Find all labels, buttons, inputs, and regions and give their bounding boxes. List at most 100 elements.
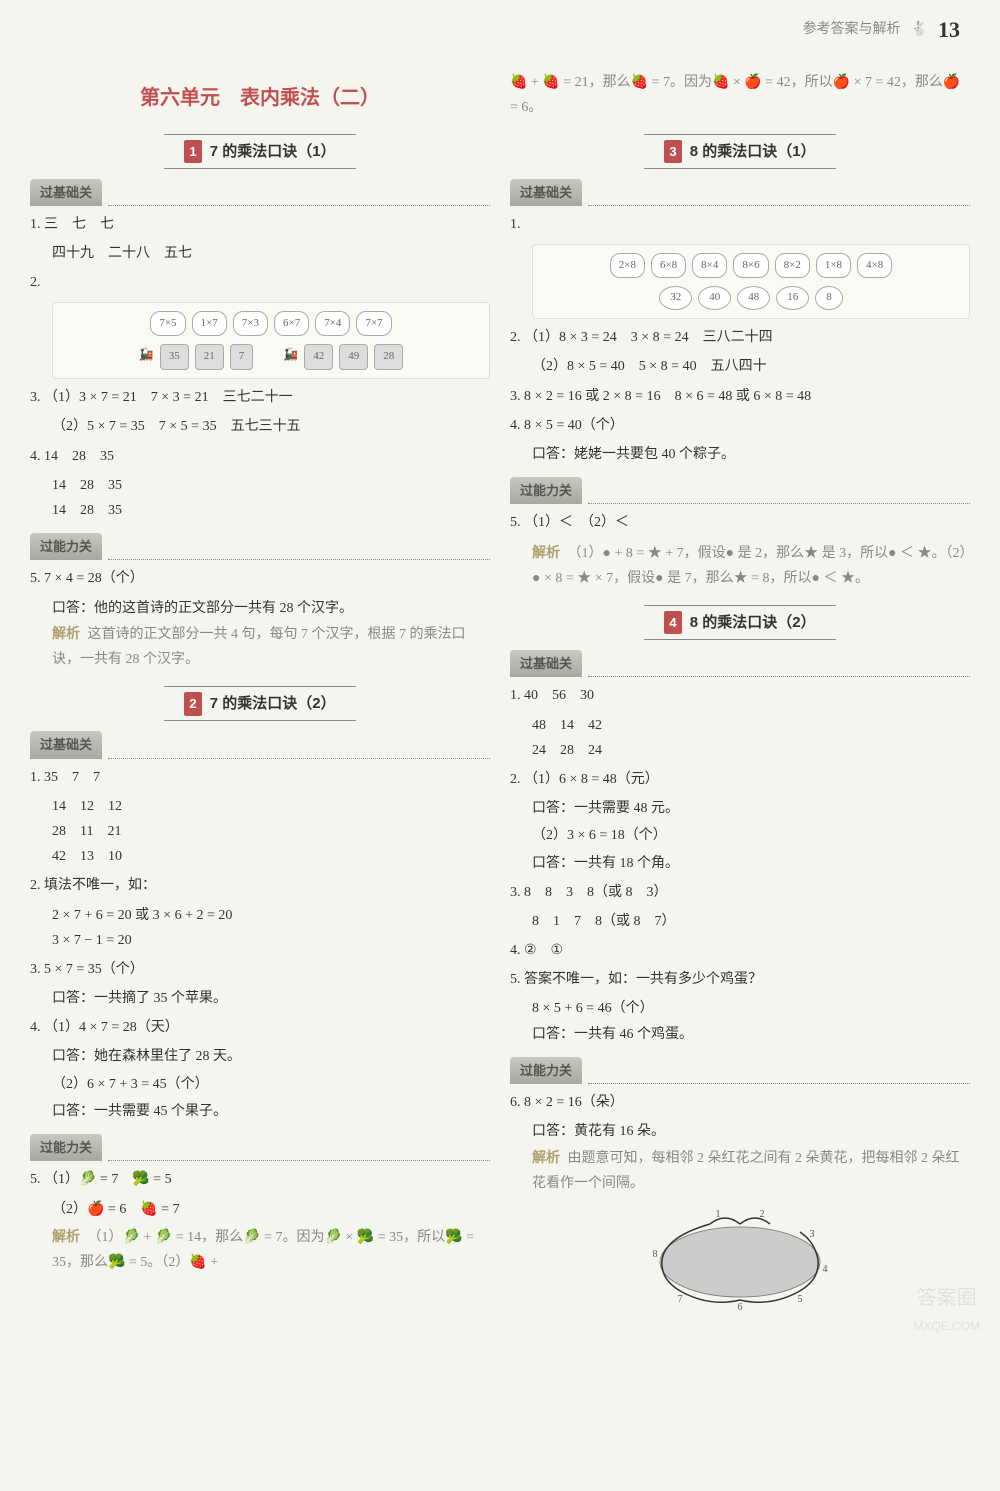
balloon: 8×2 xyxy=(775,253,810,279)
tab-basic: 过基础关 xyxy=(510,650,582,677)
s4q5a: 5. 答案不唯一，如：一共有多少个鸡蛋？ xyxy=(510,967,970,992)
s2q1d: 42 13 10 xyxy=(52,844,490,869)
dotted-rule xyxy=(588,503,970,504)
analysis-label: 解析 xyxy=(52,1228,80,1244)
s2q3: 3. 5 × 7 = 35（个） xyxy=(30,957,490,982)
tab-basic: 过基础关 xyxy=(30,731,102,758)
q5-ans: 口答：他的这首诗的正文部分一共有 28 个汉字。 xyxy=(52,596,490,621)
s2q5-note: 解析 （1）🥬 + 🥬 = 14，那么🥬 = 7。因为🥬 × 🥦 = 35，所以… xyxy=(52,1224,490,1275)
section-text: 8 的乘法口诀（2） xyxy=(690,614,816,631)
tab-ability: 过能力关 xyxy=(510,477,582,504)
s2q2b: 2 × 7 + 6 = 20 或 3 × 6 + 2 = 20 xyxy=(52,903,490,928)
carriage: 21 xyxy=(195,344,224,370)
balloon: 2×8 xyxy=(610,253,645,279)
q5-note: 解析 这首诗的正文部分一共 4 句，每句 7 个汉字，根据 7 的乘法口诀，一共… xyxy=(52,621,490,672)
q2-label: 2. xyxy=(30,270,490,295)
s4q5-ans: 口答：一共有 46 个鸡蛋。 xyxy=(532,1022,970,1047)
section-text: 7 的乘法口诀（1） xyxy=(210,143,336,160)
q4c: 14 28 35 xyxy=(52,498,490,523)
s2q4b: （2）6 × 7 + 3 = 45（个） xyxy=(52,1072,490,1097)
s2q5b: （2）🍎 = 6 🍓 = 7 xyxy=(52,1197,490,1222)
analysis-label: 解析 xyxy=(52,625,80,641)
header-icon: 🐇 xyxy=(911,17,928,42)
section-title-3: 3 8 的乘法口诀（1） xyxy=(644,134,835,169)
oval: 32 xyxy=(659,286,692,310)
s3q2b: （2）8 × 5 = 40 5 × 8 = 40 五八四十 xyxy=(532,354,970,379)
s3q5: 5. （1）＜ （2）＜ xyxy=(510,510,970,535)
s2q2a: 2. 填法不唯一，如： xyxy=(30,873,490,898)
s3q2a: 2. （1）8 × 3 = 24 3 × 8 = 24 三八二十四 xyxy=(510,325,970,350)
balloon: 8×6 xyxy=(733,253,768,279)
s4q3a: 3. 8 8 3 8（或 8 3） xyxy=(510,880,970,905)
carriage: 42 xyxy=(304,344,333,370)
balloon: 1×8 xyxy=(816,253,851,279)
flower-figure: 12 34 56 78 xyxy=(510,1202,970,1321)
balloon: 6×8 xyxy=(651,253,686,279)
oval: 16 xyxy=(776,286,809,310)
s3q5-note-text: （1）● + 8 = ★ + 7，假设● 是 2，那么★ 是 3，所以● ＜ ★… xyxy=(532,546,967,586)
s4q6: 6. 8 × 2 = 16（朵） xyxy=(510,1090,970,1115)
dotted-rule xyxy=(108,559,490,560)
s4q6-note: 解析 由题意可知，每相邻 2 朵红花之间有 2 朵黄花，把每相邻 2 朵红花看作… xyxy=(532,1145,970,1196)
section-num: 3 xyxy=(664,140,681,163)
s2q3-ans: 口答：一共摘了 35 个苹果。 xyxy=(52,986,490,1011)
q5: 5. 7 × 4 = 28（个） xyxy=(30,566,490,591)
s4q4: 4. ② ① xyxy=(510,938,970,963)
tab-ability: 过能力关 xyxy=(30,1134,102,1161)
s4q1b: 48 14 42 xyxy=(532,713,970,738)
dotted-rule xyxy=(588,205,970,206)
face: 1×7 xyxy=(192,311,227,337)
svg-text:3: 3 xyxy=(810,1229,815,1240)
s2q2c: 3 × 7 − 1 = 20 xyxy=(52,928,490,953)
cont-note: 🍓 + 🍓 = 21，那么🍓 = 7。因为🍓 × 🍎 = 42，所以🍎 × 7 … xyxy=(510,70,970,120)
s4q6-ans: 口答：黄花有 16 朵。 xyxy=(532,1119,970,1144)
tab-ability: 过能力关 xyxy=(30,533,102,560)
dotted-rule xyxy=(588,1083,970,1084)
oval: 8 xyxy=(815,286,843,310)
face: 7×4 xyxy=(315,311,350,337)
s2q4a-ans: 口答：她在森林里住了 28 天。 xyxy=(52,1044,490,1069)
oval: 48 xyxy=(737,286,770,310)
tab-basic: 过基础关 xyxy=(510,179,582,206)
section-title-1: 1 7 的乘法口诀（1） xyxy=(164,134,355,169)
train-icon: 🚂 xyxy=(139,344,154,370)
oval: 40 xyxy=(698,286,731,310)
section-num: 2 xyxy=(184,692,201,715)
q3b: （2）5 × 7 = 35 7 × 5 = 35 五七三十五 xyxy=(52,414,490,439)
q4a: 4. 14 28 35 xyxy=(30,444,490,469)
section-title-4: 4 8 的乘法口诀（2） xyxy=(644,605,835,640)
svg-text:8: 8 xyxy=(653,1249,658,1260)
s2q5-note-text: （1）🥬 + 🥬 = 14，那么🥬 = 7。因为🥬 × 🥦 = 35，所以🥦 =… xyxy=(52,1230,474,1270)
svg-text:6: 6 xyxy=(738,1302,743,1312)
svg-text:7: 7 xyxy=(678,1294,683,1305)
s3q5-note: 解析 （1）● + 8 = ★ + 7，假设● 是 2，那么★ 是 3，所以● … xyxy=(532,540,970,591)
q3a: 3. （1）3 × 7 = 21 7 × 3 = 21 三七二十一 xyxy=(30,385,490,410)
analysis-label: 解析 xyxy=(532,544,560,560)
watermark-l2: MXQE.COM xyxy=(913,1316,980,1338)
svg-text:5: 5 xyxy=(798,1294,803,1305)
header-label: 参考答案与解析 xyxy=(803,17,901,42)
s4q2b: （2）3 × 6 = 18（个） xyxy=(532,823,970,848)
section-num: 1 xyxy=(184,140,201,163)
carriage: 35 xyxy=(160,344,189,370)
s3q4-ans: 口答：姥姥一共要包 40 个粽子。 xyxy=(532,442,970,467)
s2q1a: 1. 35 7 7 xyxy=(30,765,490,790)
section-title-2: 2 7 的乘法口诀（2） xyxy=(164,686,355,721)
analysis-label: 解析 xyxy=(532,1149,560,1165)
q5-note-text: 这首诗的正文部分一共 4 句，每句 7 个汉字，根据 7 的乘法口诀，一共有 2… xyxy=(52,627,466,667)
s4q1c: 24 28 24 xyxy=(532,738,970,763)
dotted-rule xyxy=(108,758,490,759)
s4q5b: 8 × 5 + 6 = 46（个） xyxy=(532,996,970,1021)
face: 6×7 xyxy=(274,311,309,337)
s4q1a: 1. 40 56 30 xyxy=(510,683,970,708)
s3q1-figure: 2×8 6×8 8×4 8×6 8×2 1×8 4×8 32 40 48 16 … xyxy=(532,244,970,320)
section-text: 8 的乘法口诀（1） xyxy=(690,143,816,160)
left-column: 第六单元 表内乘法（二） 1 7 的乘法口诀（1） 过基础关 1. 三 七 七 … xyxy=(30,70,490,1328)
section-text: 7 的乘法口诀（2） xyxy=(210,695,336,712)
q2-figure: 7×5 1×7 7×3 6×7 7×4 7×7 🚂 35 21 7 🚂 42 4… xyxy=(52,302,490,380)
s4q2a: 2. （1）6 × 8 = 48（元） xyxy=(510,767,970,792)
unit-title: 第六单元 表内乘法（二） xyxy=(30,80,490,116)
watermark: 答案圈 MXQE.COM xyxy=(913,1280,980,1338)
balloon: 4×8 xyxy=(857,253,892,279)
face: 7×3 xyxy=(233,311,268,337)
